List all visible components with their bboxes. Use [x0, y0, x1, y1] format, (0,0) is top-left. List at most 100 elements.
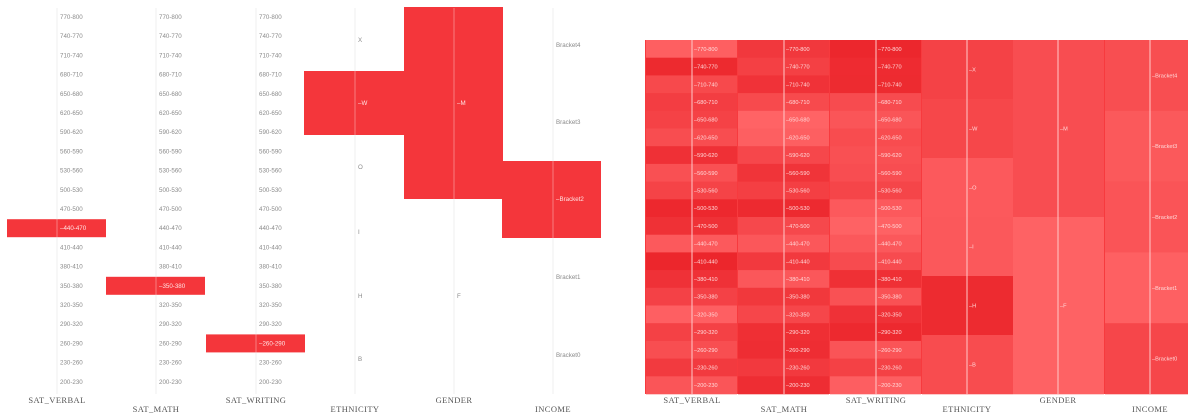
tick-label-sat-math-620-650: 620-650: [159, 110, 182, 117]
tick-label-sat-writing-770-800: 770-800: [259, 14, 282, 21]
heat-label-sat-verbal-470-500: –470-500: [694, 224, 718, 230]
tick-label-ethnicity-x: X: [358, 37, 362, 44]
axis-title-income: INCOME: [535, 404, 571, 414]
tick-label-sat-verbal-770-800: 770-800: [60, 14, 83, 21]
tick-label-sat-writing-650-680: 650-680: [259, 91, 282, 98]
heat-label-sat-verbal-440-470: –440-470: [694, 242, 718, 248]
tick-label-sat-verbal-740-770: 740-770: [60, 33, 83, 40]
heat-label-sat-math-200-230: –200-230: [786, 383, 810, 389]
heat-label-sat-writing-710-740: –710-740: [878, 82, 902, 88]
heat-label-sat-math-440-470: –440-470: [786, 242, 810, 248]
heat-axis-title-ethnicity: ETHNICITY: [943, 404, 992, 414]
tick-label-sat-math-740-770: 740-770: [159, 33, 182, 40]
heat-axis-title-sat-writing: SAT_WRITING: [846, 395, 907, 405]
heat-label-sat-writing-230-260: –230-260: [878, 365, 902, 371]
tick-label-income-bracket3: Bracket3: [556, 119, 581, 126]
tick-label-sat-writing-590-620: 590-620: [259, 129, 282, 136]
tick-label-gender-m: –M: [457, 100, 466, 107]
heat-axis-title-sat-verbal: SAT_VERBAL: [663, 395, 720, 405]
tick-label-sat-writing-470-500: 470-500: [259, 206, 282, 213]
tick-label-sat-math-470-500: 470-500: [159, 206, 182, 213]
heat-label-sat-writing-740-770: –740-770: [878, 65, 902, 71]
heat-cell-income-bracket4: [1105, 40, 1188, 112]
tick-label-sat-math-200-230: 200-230: [159, 379, 182, 386]
tick-label-sat-verbal-380-410: 380-410: [60, 264, 83, 271]
heat-label-sat-math-380-410: –380-410: [786, 277, 810, 283]
heat-label-sat-writing-680-710: –680-710: [878, 100, 902, 106]
axis-title-sat-verbal: SAT_VERBAL: [28, 395, 85, 405]
heat-label-sat-writing-620-650: –620-650: [878, 135, 902, 141]
tick-label-sat-math-710-740: 710-740: [159, 52, 182, 59]
heat-label-sat-math-560-590: –560-590: [786, 171, 810, 177]
tick-label-sat-math-260-290: 260-290: [159, 340, 182, 347]
heat-label-sat-math-710-740: –710-740: [786, 82, 810, 88]
highlight-ethnicity-w: [304, 71, 404, 135]
heat-label-sat-verbal-350-380: –350-380: [694, 295, 718, 301]
heat-label-sat-math-620-650: –620-650: [786, 135, 810, 141]
heat-cell-income-bracket0: [1105, 323, 1188, 395]
heat-label-sat-verbal-320-350: –320-350: [694, 312, 718, 318]
heat-label-sat-writing-500-530: –500-530: [878, 206, 902, 212]
heat-label-sat-math-320-350: –320-350: [786, 312, 810, 318]
tick-label-sat-writing-380-410: 380-410: [259, 264, 282, 271]
tick-label-sat-math-500-530: 500-530: [159, 187, 182, 194]
tick-label-sat-verbal-470-500: 470-500: [60, 206, 83, 213]
tick-label-sat-verbal-350-380: 350-380: [60, 283, 83, 290]
heat-label-sat-writing-350-380: –350-380: [878, 295, 902, 301]
heat-label-sat-writing-650-680: –650-680: [878, 118, 902, 124]
tick-label-sat-writing-230-260: 230-260: [259, 360, 282, 367]
heat-cell-income-bracket3: [1105, 110, 1188, 182]
tick-label-sat-verbal-230-260: 230-260: [60, 360, 83, 367]
heat-label-ethnicity-o: –O: [969, 186, 977, 192]
heat-label-sat-writing-380-410: –380-410: [878, 277, 902, 283]
axis-title-sat-math: SAT_MATH: [133, 404, 180, 414]
tick-label-ethnicity-w: –W: [358, 100, 367, 107]
heat-label-sat-math-500-530: –500-530: [786, 206, 810, 212]
heat-label-sat-verbal-710-740: –710-740: [694, 82, 718, 88]
heat-label-sat-writing-290-320: –290-320: [878, 330, 902, 336]
heat-label-sat-math-770-800: –770-800: [786, 47, 810, 53]
heat-label-sat-writing-320-350: –320-350: [878, 312, 902, 318]
heat-label-sat-verbal-620-650: –620-650: [694, 135, 718, 141]
heat-label-sat-math-470-500: –470-500: [786, 224, 810, 230]
tick-label-sat-math-290-320: 290-320: [159, 321, 182, 328]
tick-label-sat-writing-530-560: 530-560: [259, 168, 282, 175]
heat-label-sat-writing-440-470: –440-470: [878, 242, 902, 248]
tick-label-sat-verbal-650-680: 650-680: [60, 91, 83, 98]
heat-cell-income-bracket1: [1105, 252, 1188, 324]
axis-title-sat-writing: SAT_WRITING: [226, 395, 287, 405]
tick-label-ethnicity-b: B: [358, 356, 362, 363]
heat-label-sat-verbal-500-530: –500-530: [694, 206, 718, 212]
tick-label-income-bracket0: Bracket0: [556, 352, 581, 359]
heat-label-sat-math-530-560: –530-560: [786, 188, 810, 194]
tick-label-sat-verbal-560-590: 560-590: [60, 148, 83, 155]
heat-label-sat-verbal-260-290: –260-290: [694, 348, 718, 354]
tick-label-sat-math-380-410: 380-410: [159, 264, 182, 271]
highlight-income-bracket2: [502, 161, 601, 238]
tick-label-ethnicity-o: O: [358, 164, 363, 171]
heat-label-sat-writing-560-590: –560-590: [878, 171, 902, 177]
tick-label-sat-verbal-320-350: 320-350: [60, 302, 83, 309]
tick-label-sat-verbal-530-560: 530-560: [60, 168, 83, 175]
tick-label-sat-verbal-290-320: 290-320: [60, 321, 83, 328]
heatmap-chart: –770-800 –740-770 –710-740 –680-710 –650-680…: [645, 40, 1188, 414]
heat-label-sat-writing-770-800: –770-800: [878, 47, 902, 53]
heat-label-sat-verbal-770-800: –770-800: [694, 47, 718, 53]
heat-label-sat-math-740-770: –740-770: [786, 65, 810, 71]
heat-label-sat-math-410-440: –410-440: [786, 259, 810, 265]
heat-label-sat-verbal-530-560: –530-560: [694, 188, 718, 194]
tick-label-sat-writing-740-770: 740-770: [259, 33, 282, 40]
heat-label-income-bracket1: –Bracket1: [1152, 286, 1177, 292]
highlight-sat-verbal-440-470: [7, 219, 106, 238]
highlight-gender-m: [404, 7, 503, 199]
tick-label-sat-math-590-620: 590-620: [159, 129, 182, 136]
tick-label-sat-writing-710-740: 710-740: [259, 52, 282, 59]
tick-label-income-bracket1: Bracket1: [556, 274, 581, 281]
heat-label-sat-math-350-380: –350-380: [786, 295, 810, 301]
heat-axis-title-gender: GENDER: [1040, 395, 1077, 405]
axis-title-ethnicity: ETHNICITY: [331, 404, 380, 414]
tick-label-gender-f: F: [457, 293, 461, 300]
heat-label-gender-m: –M: [1060, 127, 1068, 133]
tick-label-sat-writing-320-350: 320-350: [259, 302, 282, 309]
heat-label-sat-verbal-380-410: –380-410: [694, 277, 718, 283]
